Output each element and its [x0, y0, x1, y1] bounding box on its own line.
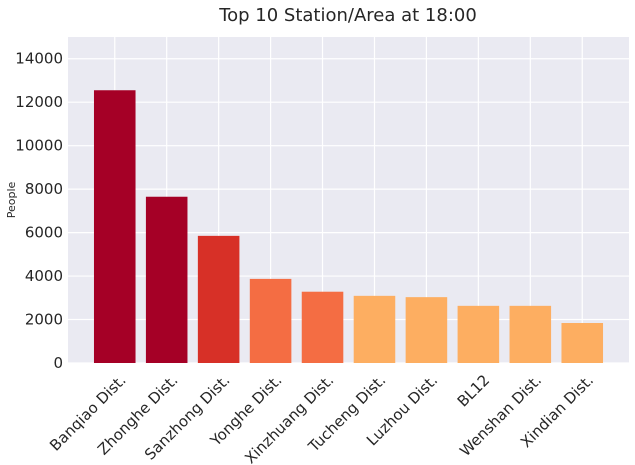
y-tick-label: 6000 — [25, 224, 63, 242]
bar — [197, 235, 240, 363]
x-tick-label: Xinzhuang Dist. — [241, 371, 337, 465]
bar — [509, 305, 552, 363]
y-tick-label: 12000 — [15, 93, 63, 111]
bar — [145, 196, 188, 363]
x-tick-label: BL12 — [454, 371, 493, 410]
bar — [561, 323, 604, 363]
y-tick-labels: 0 2000 4000 6000 8000 10000 12000 14000 — [15, 50, 63, 372]
bar — [301, 291, 344, 363]
bar — [405, 297, 448, 363]
y-tick-label: 10000 — [15, 137, 63, 155]
bars — [93, 90, 604, 363]
chart-title: Top 10 Station/Area at 18:00 — [218, 5, 477, 26]
y-tick-label: 14000 — [15, 50, 63, 68]
bar — [249, 278, 292, 363]
y-tick-label: 2000 — [25, 311, 63, 329]
x-tick-labels: Banqiao Dist.Zhonghe Dist.Sanzhong Dist.… — [46, 371, 597, 465]
bar — [353, 295, 396, 363]
bar — [457, 305, 500, 363]
y-axis-label: People — [5, 181, 18, 218]
y-tick-label: 4000 — [25, 267, 63, 285]
bar — [93, 90, 136, 363]
y-tick-label: 8000 — [25, 180, 63, 198]
y-tick-label: 0 — [53, 354, 63, 372]
